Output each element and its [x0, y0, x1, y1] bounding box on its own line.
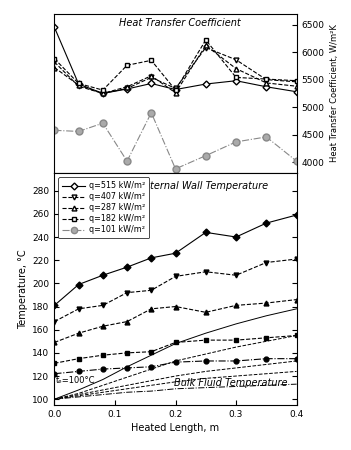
- Legend: q=515 kW/m², q=407 kW/m², q=287 kW/m², q=182 kW/m², q=101 kW/m²: q=515 kW/m², q=407 kW/m², q=287 kW/m², q…: [58, 177, 149, 238]
- X-axis label: Heated Length, m: Heated Length, m: [131, 423, 220, 433]
- Text: Bulk Fluid Temperature: Bulk Fluid Temperature: [174, 378, 288, 388]
- Text: Internal Wall Temperature: Internal Wall Temperature: [141, 181, 268, 191]
- Text: Heat Transfer Coefficient: Heat Transfer Coefficient: [119, 18, 241, 28]
- Y-axis label: Heat Transfer Coefficient, W/m²K: Heat Transfer Coefficient, W/m²K: [330, 24, 339, 162]
- Y-axis label: Temperature, °C: Temperature, °C: [18, 249, 28, 329]
- Text: tₑ=100°C: tₑ=100°C: [55, 376, 95, 385]
